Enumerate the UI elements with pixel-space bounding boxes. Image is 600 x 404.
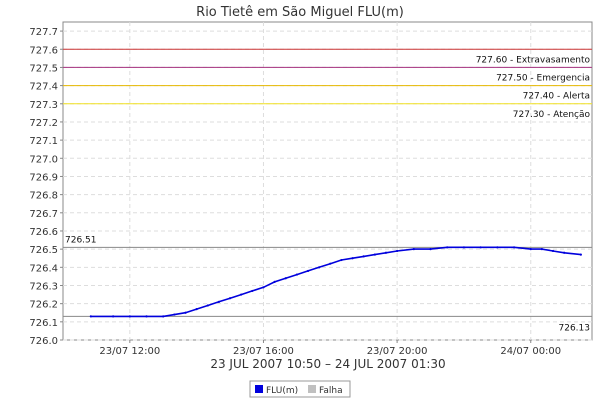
y-tick-label: 727.5 [29, 63, 58, 74]
grid-layer [63, 22, 592, 341]
data-point [446, 246, 449, 249]
chart-title: Rio Tietê em São Miguel FLU(m) [196, 5, 404, 20]
data-point [128, 315, 131, 318]
data-point [362, 255, 365, 258]
legend-box [249, 380, 351, 398]
series-layer [89, 246, 582, 318]
legend-label-falha: Falha [319, 386, 343, 396]
y-tick-label: 726.5 [29, 245, 58, 256]
data-point [318, 266, 321, 269]
threshold-label: 727.50 - Emergencia [496, 73, 590, 83]
data-point [145, 315, 148, 318]
data-point [217, 300, 221, 303]
threshold-label: 727.30 - Atenção [513, 110, 591, 120]
y-tick-label: 726.1 [29, 318, 58, 329]
data-point [512, 246, 516, 249]
data-point [240, 293, 243, 296]
x-tick-label: 23/07 12:00 [99, 346, 160, 357]
y-tick-label: 726.9 [29, 172, 58, 183]
reference-label: 726.51 [65, 235, 97, 245]
x-tick-label: 23/07 16:00 [233, 346, 294, 357]
data-point [262, 286, 265, 289]
y-tick-label: 726.8 [29, 191, 58, 202]
data-point [184, 311, 187, 314]
threshold-label: 727.60 - Extravasamento [476, 55, 591, 65]
data-point [540, 248, 543, 251]
data-point [529, 248, 532, 251]
x-axis-label: 23 JUL 2007 10:50 – 24 JUL 2007 01:30 [210, 357, 445, 371]
data-point [228, 297, 232, 300]
y-tick-label: 727.7 [29, 27, 58, 38]
data-point [429, 248, 432, 251]
threshold-label: 727.40 - Alerta [523, 92, 590, 102]
x-axis: 23/07 12:00 23/07 16:00 23/07 20:00 24/07 0… [99, 340, 561, 357]
y-tick-label: 727.6 [29, 45, 58, 56]
legend-swatch-falha [308, 385, 316, 393]
series-line-flu [90, 246, 581, 318]
data-point [462, 246, 466, 249]
legend: FLU(m) Falha [249, 380, 351, 398]
y-tick-label: 726.6 [29, 227, 58, 238]
y-tick-label: 727.0 [29, 154, 58, 165]
data-point [273, 280, 276, 283]
data-point [173, 313, 176, 316]
data-point [195, 308, 198, 311]
y-axis: 727.7 727.6 727.5 727.4 727.3 727.2 727.1 727.0… [29, 27, 63, 347]
data-point [206, 304, 209, 307]
data-point [284, 277, 287, 280]
legend-swatch-flu [255, 385, 263, 393]
y-tick-label: 726.4 [29, 263, 58, 274]
data-point [112, 315, 115, 318]
data-point [396, 249, 399, 253]
y-tick-label: 726.2 [29, 300, 58, 311]
data-point [295, 273, 298, 276]
data-point [306, 269, 310, 273]
data-point [551, 249, 555, 253]
y-tick-label: 726.3 [29, 281, 58, 292]
reference-label: 726.13 [559, 323, 591, 333]
data-point [373, 253, 376, 256]
plot-area [62, 21, 593, 341]
data-point [329, 262, 332, 265]
data-point [351, 257, 354, 260]
data-point [412, 248, 415, 251]
data-point [162, 315, 165, 318]
x-tick-label: 24/07 00:00 [500, 346, 561, 357]
y-tick-label: 726.0 [29, 336, 58, 347]
data-point [496, 246, 499, 249]
data-point [579, 253, 582, 256]
legend-label-flu: FLU(m) [266, 386, 298, 396]
y-tick-label: 727.1 [29, 136, 58, 147]
y-tick-label: 727.3 [29, 100, 58, 111]
data-point [563, 251, 566, 254]
y-tick-label: 726.7 [29, 209, 58, 220]
data-point [89, 315, 92, 318]
data-point [251, 289, 254, 293]
y-tick-label: 727.2 [29, 118, 58, 129]
data-point [384, 251, 388, 254]
data-point [340, 258, 343, 262]
data-point [479, 246, 482, 249]
y-tick-label: 727.4 [29, 82, 58, 93]
x-tick-label: 23/07 20:00 [367, 346, 428, 357]
